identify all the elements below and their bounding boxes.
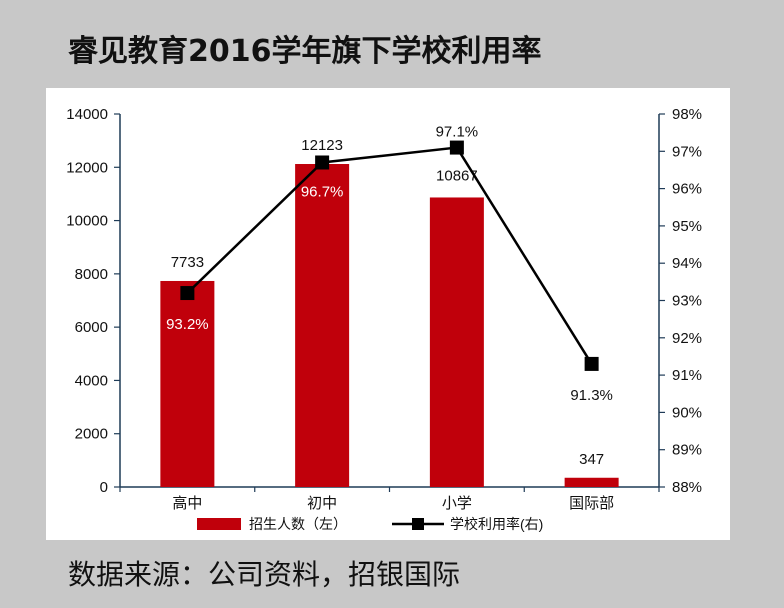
right-axis-tick-label: 94% xyxy=(672,255,702,272)
utilization-marker xyxy=(315,155,330,170)
right-axis-tick-label: 91% xyxy=(672,367,702,384)
left-axis-tick-label: 10000 xyxy=(66,213,108,230)
line-value-label: 96.7% xyxy=(301,183,344,200)
utilization-marker xyxy=(449,140,464,155)
right-axis-tick-label: 98% xyxy=(672,106,702,123)
utilization-marker xyxy=(584,356,599,371)
left-axis-tick-label: 12000 xyxy=(66,159,108,176)
utilization-line xyxy=(186,146,593,365)
bar-enrollment xyxy=(295,164,350,487)
combo-chart: 0 2000 4000 6000 8000 10000 12000 14000 88% 89% 90… xyxy=(66,106,702,532)
bar-value-label: 347 xyxy=(579,451,604,468)
utilization-marker xyxy=(180,286,195,301)
bar-value-label: 10867 xyxy=(436,167,478,184)
line-value-label: 93.2% xyxy=(166,316,209,333)
x-axis-category-label: 高中 xyxy=(172,495,202,512)
chart-title: 睿见教育2016学年旗下学校利用率 xyxy=(68,34,542,69)
line-value-label: 97.1% xyxy=(436,124,479,141)
legend-marker-utilization xyxy=(412,518,424,530)
bar-enrollment xyxy=(160,280,215,487)
right-axis-tick-label: 88% xyxy=(672,479,702,496)
legend-label-utilization: 学校利用率(右) xyxy=(450,516,543,532)
bar-value-label: 7733 xyxy=(171,254,204,271)
right-axis-tick-label: 96% xyxy=(672,181,702,198)
x-axis-category-label: 初中 xyxy=(307,495,337,512)
x-axis-category-label: 小学 xyxy=(442,495,472,512)
right-axis-tick-label: 90% xyxy=(672,404,702,421)
left-axis-tick-label: 14000 xyxy=(66,106,108,123)
right-axis-tick-label: 89% xyxy=(672,442,702,459)
legend-label-enrollment: 招生人数（左） xyxy=(249,516,347,532)
bar-enrollment xyxy=(564,477,619,487)
right-axis-tick-label: 93% xyxy=(672,293,702,310)
left-axis-tick-label: 6000 xyxy=(75,319,108,336)
chart-panel: 0 2000 4000 6000 8000 10000 12000 14000 88% 89% 90… xyxy=(46,88,730,540)
source-note: 数据来源：公司资料，招银国际 xyxy=(68,558,461,591)
left-axis-tick-label: 4000 xyxy=(75,372,108,389)
line-value-label: 91.3% xyxy=(570,387,613,404)
right-axis-tick-label: 97% xyxy=(672,143,702,160)
legend-swatch-enrollment xyxy=(197,518,241,530)
bar-value-label: 12123 xyxy=(301,137,343,154)
left-axis-tick-label: 8000 xyxy=(75,266,108,283)
x-axis-category-label: 国际部 xyxy=(569,495,614,512)
right-axis-tick-label: 92% xyxy=(672,330,702,347)
left-axis-tick-label: 2000 xyxy=(75,426,108,443)
left-axis-tick-label: 0 xyxy=(100,479,108,496)
bar-enrollment xyxy=(429,197,484,487)
right-axis-tick-label: 95% xyxy=(672,218,702,235)
